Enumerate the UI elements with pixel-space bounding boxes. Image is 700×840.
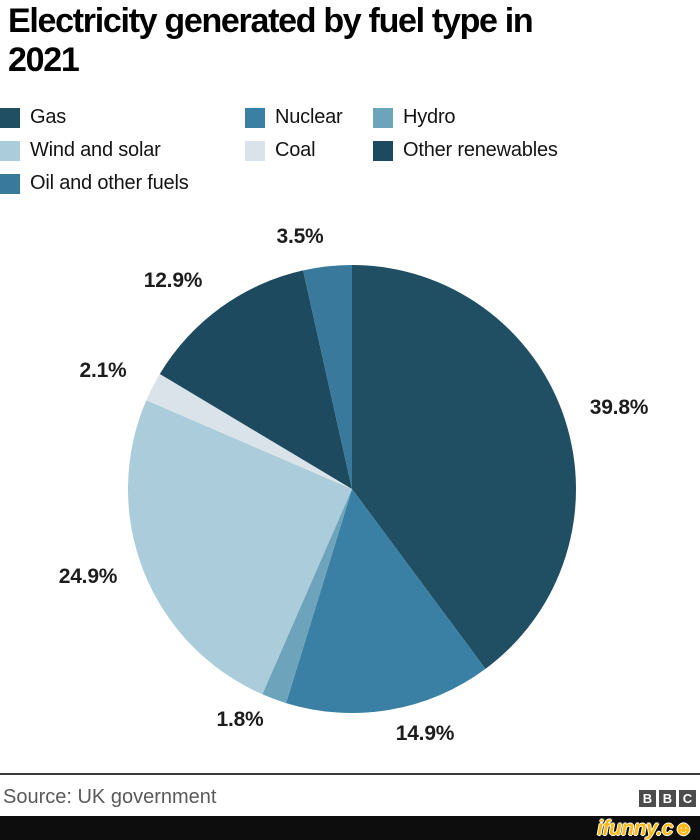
pie-slice-gas — [352, 265, 577, 669]
legend-label-wind-and-solar: Wind and solar — [30, 139, 161, 161]
legend-swatch-wind-and-solar — [0, 140, 20, 161]
legend-swatch-nuclear — [245, 107, 265, 128]
legend-label-oil-and-other-fuels: Oil and other fuels — [30, 172, 189, 194]
chart-title: Electricity generated by fuel type in 20… — [8, 2, 668, 81]
pie-slice-oil-and-other-fuels — [303, 265, 352, 489]
legend-label-gas: Gas — [30, 106, 67, 128]
bbc-logo-box-1: B — [639, 790, 656, 807]
source-note: Source: UK government — [3, 786, 217, 808]
ifunny-watermark: ifunny.c☻ — [597, 817, 694, 840]
legend-item-hydro: Hydro — [373, 106, 456, 128]
legend-label-nuclear: Nuclear — [275, 106, 343, 128]
legend-swatch-gas — [0, 107, 20, 128]
legend-swatch-oil-and-other-fuels — [0, 173, 20, 194]
percent-label-other-renewables: 12.9% — [143, 269, 203, 292]
legend-item-nuclear: Nuclear — [245, 106, 343, 128]
watermark-bar — [0, 816, 700, 840]
legend-swatch-hydro — [373, 107, 393, 128]
pie-slice-coal — [146, 373, 352, 489]
percent-label-hydro: 1.8% — [216, 708, 264, 731]
percent-label-gas: 39.8% — [589, 396, 649, 419]
legend-item-oil-and-other-fuels: Oil and other fuels — [0, 172, 189, 194]
pie-slice-nuclear — [286, 489, 486, 714]
bbc-logo-box-2: B — [659, 790, 676, 807]
legend-label-hydro: Hydro — [403, 106, 456, 128]
pie-slice-hydro — [262, 489, 352, 704]
bbc-logo-box-3: C — [679, 790, 696, 807]
legend-swatch-coal — [245, 140, 265, 161]
chart-title-line1: Electricity generated by fuel type in — [8, 2, 534, 40]
percent-label-wind-and-solar: 24.9% — [58, 565, 118, 588]
legend-swatch-other-renewables — [373, 140, 393, 161]
pie-slice-other-renewables — [159, 270, 352, 489]
percent-label-coal: 2.1% — [79, 359, 127, 382]
chart-title-line2: 2021 — [8, 41, 80, 80]
pie-chart — [128, 265, 577, 714]
legend: Gas Nuclear Hydro Wind and solar Coal Other r… — [0, 0, 700, 200]
legend-item-gas: Gas — [0, 106, 67, 128]
legend-label-coal: Coal — [275, 139, 316, 161]
smiley-icon: ☻ — [672, 818, 694, 840]
percent-label-nuclear: 14.9% — [395, 722, 455, 745]
legend-label-other-renewables: Other renewables — [403, 139, 558, 161]
legend-item-other-renewables: Other renewables — [373, 139, 558, 161]
pie-slice-wind-and-solar — [128, 400, 352, 695]
legend-item-wind-and-solar: Wind and solar — [0, 139, 161, 161]
percent-label-oil-and-other-fuels: 3.5% — [276, 225, 324, 248]
legend-item-coal: Coal — [245, 139, 316, 161]
footer-divider — [0, 773, 700, 775]
ifunny-watermark-text: ifunny.c — [597, 817, 673, 840]
